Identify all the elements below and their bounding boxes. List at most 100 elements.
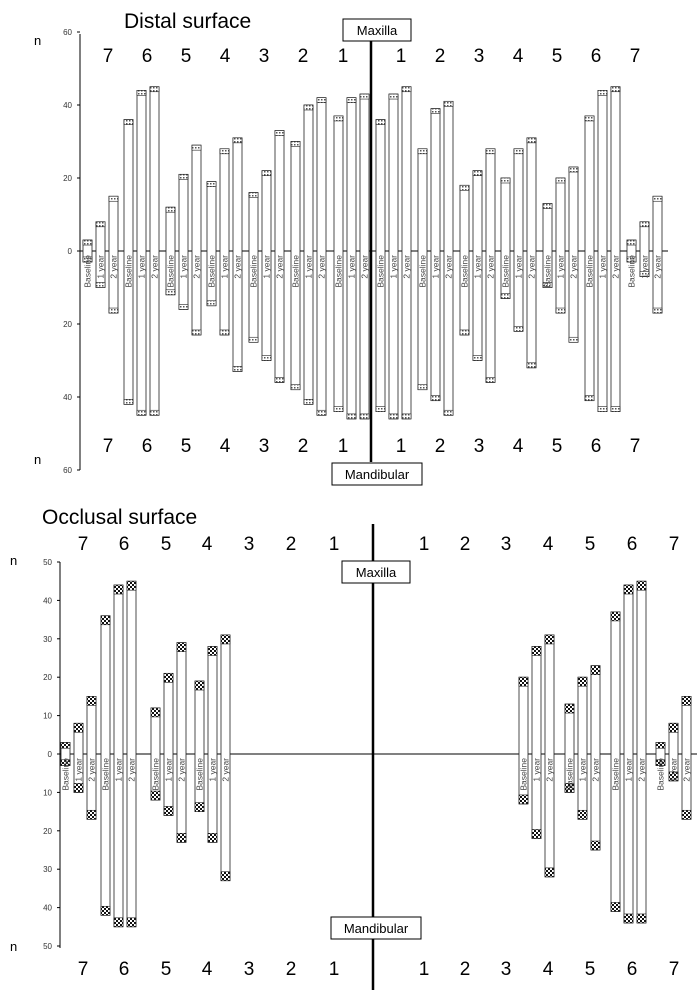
bar-cap-maxilla: [74, 723, 83, 732]
bar: [233, 138, 242, 372]
time-point-label: Baseline: [501, 255, 511, 288]
bar-cap-maxilla: [682, 696, 691, 705]
bar-cap-mandibular: [109, 308, 118, 313]
bar-cap-mandibular: [304, 399, 313, 404]
bar: [611, 87, 620, 412]
time-point-label: 2 year: [192, 255, 202, 279]
tooth-label-maxilla: 7: [103, 46, 114, 67]
bar-cap-maxilla: [569, 167, 578, 172]
time-point-label: 2 year: [653, 255, 663, 279]
time-point-label: 2 year: [177, 758, 187, 782]
bar-cap-mandibular: [585, 396, 594, 401]
bar: [87, 696, 96, 819]
distal-axis-label-bottom: n: [34, 452, 41, 467]
bar-cap-mandibular: [431, 396, 440, 401]
bar-cap-mandibular: [195, 803, 204, 812]
bar-cap-maxilla: [598, 90, 607, 95]
bar-cap-mandibular: [177, 833, 186, 842]
time-point-label: 1 year: [164, 758, 174, 782]
tooth-label-mandibular: 5: [552, 436, 563, 457]
bar: [598, 90, 607, 411]
occlusal-y-axis: 504030201001020304050: [43, 558, 60, 951]
tooth-label-maxilla: 3: [501, 534, 512, 555]
occlusal-maxilla-box: Maxilla: [342, 561, 410, 583]
bar: [137, 90, 146, 415]
bar-cap-maxilla: [61, 742, 70, 748]
time-point-label: 2 year: [637, 758, 647, 782]
time-point-label: 2 year: [87, 758, 97, 782]
time-point-label: 2 year: [221, 758, 231, 782]
bar-cap-mandibular: [444, 410, 453, 415]
tooth-label-maxilla: 6: [591, 46, 602, 67]
y-tick-label: 10: [43, 788, 52, 797]
bar-cap-maxilla: [195, 681, 204, 690]
bar-cap-maxilla: [192, 145, 201, 150]
bar: [192, 145, 201, 335]
tooth-label-mandibular: 4: [513, 436, 524, 457]
bar-cap-mandibular: [598, 407, 607, 412]
tooth-label-mandibular: 3: [259, 436, 270, 457]
bar-cap-mandibular: [334, 407, 343, 412]
bar-cap-maxilla: [627, 240, 636, 245]
bar-cap-mandibular: [376, 407, 385, 412]
y-tick-label: 20: [63, 174, 72, 183]
time-point-label: 1 year: [640, 255, 650, 279]
y-tick-label: 20: [43, 673, 52, 682]
bar-cap-maxilla: [291, 142, 300, 147]
bar-cap-maxilla: [317, 98, 326, 103]
bar-cap-maxilla: [347, 98, 356, 103]
bar-cap-mandibular: [151, 791, 160, 800]
bar-cap-maxilla: [177, 643, 186, 652]
tooth-label-maxilla: 5: [585, 534, 596, 555]
bar-cap-mandibular: [74, 783, 83, 792]
tooth-label-mandibular: 3: [244, 959, 255, 980]
bar-cap-mandibular: [347, 414, 356, 419]
time-point-label: 2 year: [527, 255, 537, 279]
y-tick-label: 40: [43, 596, 52, 605]
bar-cap-mandibular: [150, 410, 159, 415]
bar-cap-mandibular: [545, 868, 554, 877]
bar-cap-mandibular: [460, 330, 469, 335]
bar: [514, 149, 523, 331]
bar-cap-maxilla: [220, 149, 229, 154]
bar-cap-maxilla: [208, 646, 217, 655]
tooth-label-mandibular: 1: [329, 959, 340, 980]
time-point-label: 1 year: [304, 255, 314, 279]
tooth-label-mandibular: 2: [460, 959, 471, 980]
bar-cap-mandibular: [578, 810, 587, 819]
bar-cap-maxilla: [653, 196, 662, 201]
bar-cap-mandibular: [611, 407, 620, 412]
bar-cap-mandibular: [501, 293, 510, 298]
time-point-label: 2 year: [444, 255, 454, 279]
bar-cap-maxilla: [87, 696, 96, 705]
distal-mandibular-label: Mandibular: [345, 467, 410, 482]
bar: [682, 696, 691, 819]
bar: [164, 673, 173, 815]
bar-cap-maxilla: [473, 171, 482, 176]
time-point-label: 2 year: [591, 758, 601, 782]
bar: [527, 138, 536, 368]
bar-cap-mandibular: [473, 356, 482, 361]
tooth-label-maxilla: 4: [202, 534, 213, 555]
bar-cap-maxilla: [514, 149, 523, 154]
occlusal-axis-label-top: n: [10, 553, 17, 568]
bar: [179, 174, 188, 309]
time-point-label: 2 year: [569, 255, 579, 279]
bar-cap-maxilla: [565, 704, 574, 713]
y-tick-label: 40: [63, 393, 72, 402]
tooth-label-mandibular: 6: [627, 959, 638, 980]
bar-cap-mandibular: [101, 906, 110, 915]
tooth-label-mandibular: 6: [119, 959, 130, 980]
tooth-label-mandibular: 3: [501, 959, 512, 980]
bar-cap-maxilla: [431, 109, 440, 114]
bar: [402, 87, 411, 419]
bar-cap-mandibular: [486, 377, 495, 382]
time-point-label: 2 year: [682, 758, 692, 782]
bar-cap-maxilla: [545, 635, 554, 644]
tooth-label-mandibular: 2: [298, 436, 309, 457]
tooth-label-mandibular: 4: [220, 436, 231, 457]
tooth-label-mandibular: 6: [142, 436, 153, 457]
bar-cap-maxilla: [137, 90, 146, 95]
bar-cap-mandibular: [249, 337, 258, 342]
